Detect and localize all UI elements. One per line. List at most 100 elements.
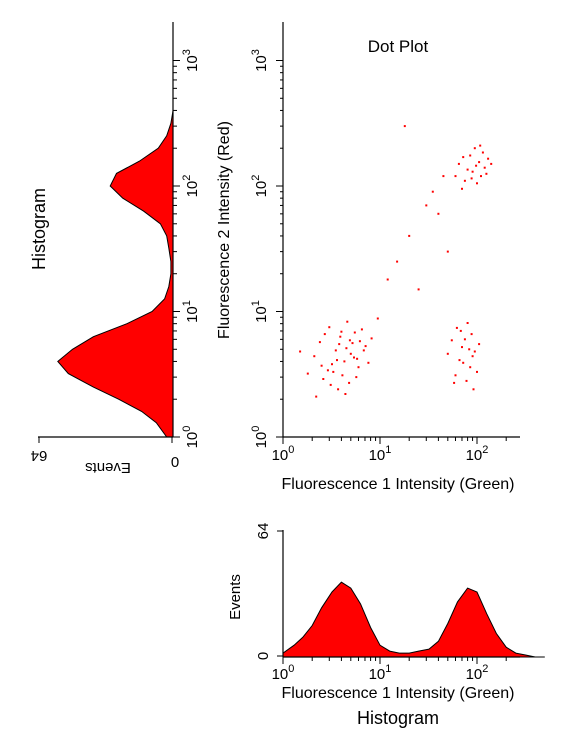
dot-plot-point <box>461 346 463 349</box>
dot-plot-point <box>466 322 469 324</box>
dot-plot-point <box>471 170 474 173</box>
dot-plot-point <box>463 179 466 182</box>
dot-plot-point <box>478 343 481 346</box>
dot-plot-point <box>332 370 335 373</box>
dot-plot-point <box>328 326 331 329</box>
dot-plot-point <box>454 374 457 377</box>
dot-plot-point <box>376 317 379 320</box>
dot-plot-x-tick-label: 101 <box>369 444 392 464</box>
dot-plot-point <box>306 372 309 375</box>
bottom-histogram-x-tick-label-text: 101 <box>369 663 392 683</box>
dot-plot-point <box>470 333 473 336</box>
dot-plot-point <box>463 338 466 341</box>
dot-plot-point <box>425 204 428 207</box>
dot-plot-point <box>461 187 463 190</box>
dot-plot-point <box>339 335 342 338</box>
bottom-histogram-y-zero-label: 0 <box>255 652 272 660</box>
dot-plot-x-tick-label: 100 <box>272 444 295 464</box>
dot-plot-point <box>370 337 373 340</box>
bottom-histogram-x-label: Fluorescence 1 Intensity (Green) <box>282 685 515 702</box>
left-histogram-value-tick-label-text: 100 <box>181 426 201 449</box>
dot-plot-point <box>336 359 338 362</box>
dot-plot-point <box>318 341 321 344</box>
dot-plot-point <box>417 288 420 291</box>
dot-plot-point <box>345 347 348 350</box>
left-histogram-title: Histogram <box>29 188 49 270</box>
bottom-histogram-y-max-label: 64 <box>255 523 272 540</box>
bottom-histogram: 64 0 Events 100 101 102 Fluorescence 1 Int… <box>227 523 545 728</box>
left-histogram-area <box>57 60 174 438</box>
dot-plot-point <box>320 364 323 367</box>
dot-plot-point <box>356 357 359 360</box>
left-histogram-count-zero-label: 0 <box>171 454 179 471</box>
dot-plot-point <box>473 147 476 150</box>
left-histogram: 100 101 102 103 64 0 Events Histogram <box>29 22 201 476</box>
dot-plot-point <box>437 212 440 215</box>
bottom-histogram-x-tick-label: 102 <box>466 663 489 683</box>
dot-plot-point <box>490 162 493 165</box>
dot-plot-x-tick-label: 102 <box>466 444 489 464</box>
bottom-histogram-x-tick-label-text: 100 <box>272 663 295 683</box>
dot-plot-point <box>472 388 475 391</box>
dot-plot-x-tick-label-text: 102 <box>466 444 489 464</box>
dot-plot-point <box>480 175 482 178</box>
dot-plot-point <box>465 379 468 382</box>
dot-plot-point <box>343 360 346 363</box>
dot-plot-point <box>351 342 354 345</box>
dot-plot-point <box>462 156 465 159</box>
dot-plot-point <box>478 161 481 164</box>
left-histogram-y-label: Events <box>85 459 131 476</box>
left-histogram-value-tick-label: 102 <box>181 175 201 198</box>
dot-plot-point <box>322 378 325 380</box>
dot-plot-y-tick-label: 103 <box>250 49 270 72</box>
dot-plot-y-tick-label: 101 <box>250 300 270 323</box>
dot-plot-y-tick-label-text: 100 <box>250 426 270 449</box>
dot-plot-y-tick-label-text: 103 <box>250 49 270 72</box>
dot-plot-point <box>487 157 490 160</box>
dot-plot-point <box>323 333 326 336</box>
dot-plot-point <box>446 352 449 355</box>
dot-plot-y-tick-label-text: 101 <box>250 300 270 323</box>
dot-plot-point <box>471 355 474 358</box>
dot-plot-point <box>479 144 482 147</box>
dot-plot-point <box>326 369 329 372</box>
dot-plot-point <box>344 393 347 395</box>
dot-plot-point <box>367 361 370 364</box>
left-histogram-value-ticks: 100 101 102 103 <box>173 49 201 448</box>
dot-plot-point <box>340 330 343 333</box>
left-histogram-value-tick-label: 100 <box>181 426 201 449</box>
dot-plot-title: Dot Plot <box>368 37 429 56</box>
dot-plot-point <box>457 162 460 165</box>
dot-plot-y-tick-label: 102 <box>250 175 270 198</box>
dot-plot-point <box>473 350 476 353</box>
dot-plot-point <box>466 168 469 171</box>
dot-plot-y-tick-label-text: 102 <box>250 175 270 198</box>
dot-plot-point <box>453 381 456 384</box>
dot-plot-point <box>353 331 356 334</box>
left-histogram-value-tick-label: 103 <box>181 49 201 72</box>
dot-plot-point <box>454 175 457 178</box>
dot-plot-point <box>353 356 355 359</box>
bottom-histogram-area <box>282 581 545 658</box>
dot-plot-y-ticks: 100 101 102 103 <box>250 49 283 448</box>
dot-plot-point <box>355 376 358 379</box>
dot-plot-x-tick-label-text: 101 <box>369 444 392 464</box>
dot-plot-point <box>315 395 318 398</box>
dot-plot-point <box>458 359 461 362</box>
dot-plot-point <box>450 339 453 342</box>
dot-plot-point <box>334 349 337 352</box>
left-histogram-count-max-label: 64 <box>31 447 48 464</box>
dot-plot-points <box>299 125 493 398</box>
dot-plot-point <box>338 343 341 346</box>
dot-plot-point <box>313 355 316 358</box>
dot-plot-y-tick-label: 100 <box>250 426 270 449</box>
left-histogram-value-tick-label: 101 <box>181 300 201 323</box>
dot-plot-point <box>455 326 458 329</box>
dot-plot-point <box>468 348 471 351</box>
dot-plot-point <box>403 125 406 128</box>
left-histogram-value-tick-label-text: 101 <box>181 300 201 323</box>
left-histogram-value-tick-label-text: 103 <box>181 49 201 72</box>
dot-plot-point <box>346 320 349 323</box>
dot-plot-point <box>470 177 473 180</box>
